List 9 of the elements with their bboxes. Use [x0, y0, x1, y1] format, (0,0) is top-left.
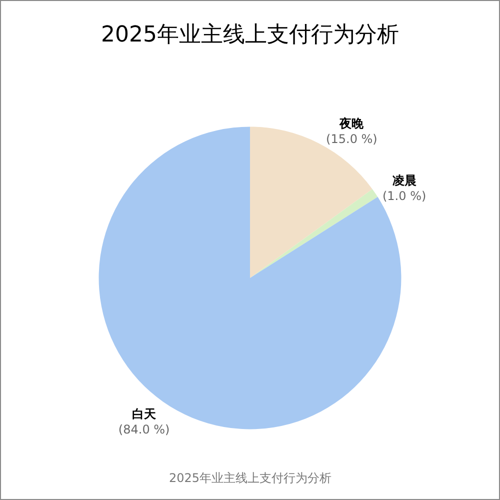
chart-title: 2025年业主线上支付行为分析: [101, 22, 399, 48]
pie-slice: [250, 189, 378, 278]
data-label: (84.0 %): [118, 422, 170, 437]
slice-label: 夜晚: [338, 116, 365, 131]
slice-label: 白天: [132, 407, 158, 422]
data-label: (15.0 %): [326, 132, 378, 146]
slice-label: 凌晨: [392, 173, 416, 188]
text: 2025年业主线上支付行为分析: [169, 471, 332, 485]
data-label: (1.0 %): [382, 189, 426, 204]
